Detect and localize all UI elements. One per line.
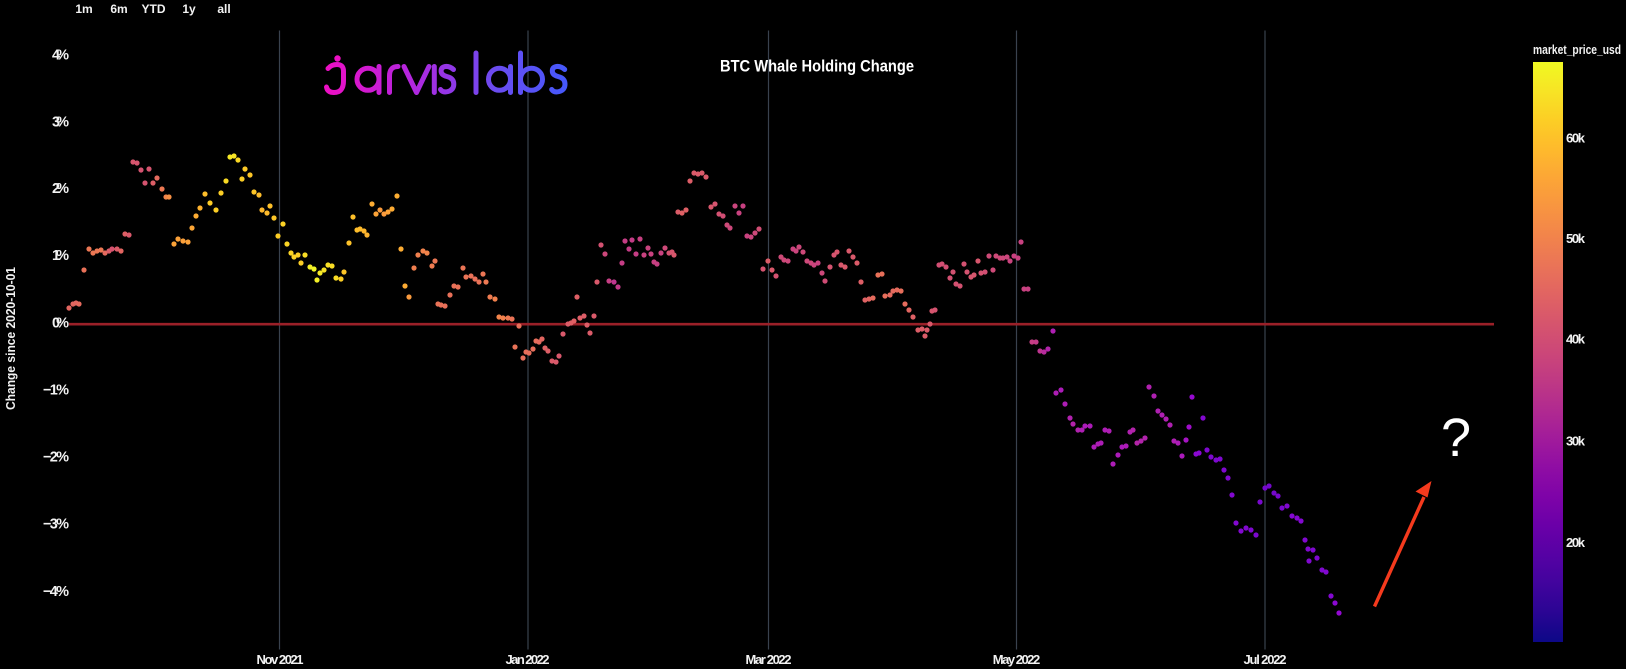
svg-text:BTC Whale Holding Change: BTC Whale Holding Change [720,57,914,76]
svg-text:20k: 20k [1566,535,1586,550]
svg-text:?: ? [1441,408,1471,468]
svg-text:Mar 2022: Mar 2022 [746,652,792,667]
svg-text:−1%: −1% [43,383,69,399]
svg-text:all: all [217,2,230,16]
svg-text:−4%: −4% [43,584,69,600]
svg-text:2%: 2% [52,181,69,197]
svg-text:Change since 2020-10-01: Change since 2020-10-01 [4,267,18,410]
svg-text:6m: 6m [110,2,127,16]
svg-text:Jul 2022: Jul 2022 [1244,652,1287,667]
svg-text:−3%: −3% [43,517,69,533]
svg-text:1%: 1% [52,248,69,264]
svg-text:50k: 50k [1566,231,1586,246]
svg-text:May 2022: May 2022 [993,652,1041,667]
svg-text:40k: 40k [1566,332,1586,347]
svg-text:1y: 1y [182,2,196,16]
svg-text:30k: 30k [1566,434,1586,449]
svg-text:−2%: −2% [43,450,69,466]
svg-text:4%: 4% [52,48,69,64]
svg-text:Nov 2021: Nov 2021 [257,652,304,667]
svg-text:3%: 3% [52,115,69,131]
svg-text:0%: 0% [52,316,69,332]
svg-text:60k: 60k [1566,131,1586,146]
svg-text:1m: 1m [75,2,92,16]
svg-text:YTD: YTD [142,2,166,16]
svg-text:market_price_usd: market_price_usd [1533,42,1621,57]
svg-text:Jan 2022: Jan 2022 [506,652,550,667]
